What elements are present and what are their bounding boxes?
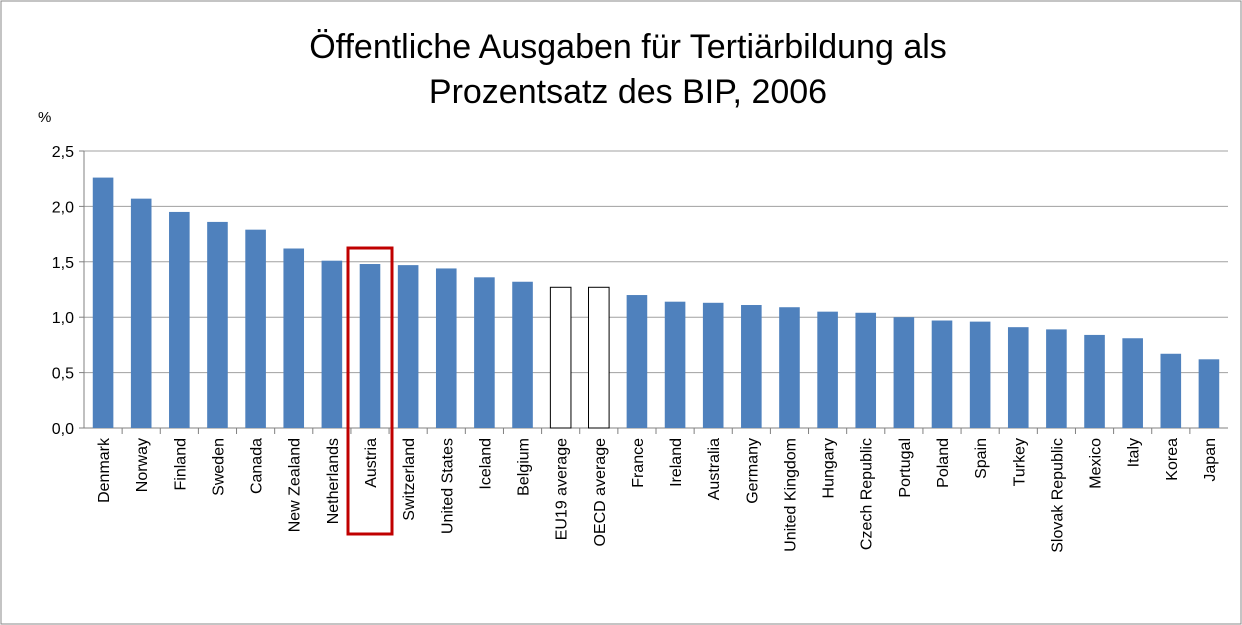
x-tick-label: Italy — [1126, 438, 1143, 467]
bar — [1046, 329, 1067, 428]
bar — [283, 248, 305, 428]
x-tick-label: Norway — [134, 438, 151, 492]
bar — [549, 286, 572, 429]
x-tick-label: France — [630, 438, 647, 488]
highlight-box — [346, 246, 394, 536]
bar — [1160, 353, 1182, 428]
bar — [893, 317, 915, 428]
x-tick-label: United Kingdom — [782, 438, 799, 552]
bar — [130, 198, 152, 428]
chart-title: Prozentsatz des BIP, 2006 — [429, 73, 827, 111]
x-tick-label: Mexico — [1088, 438, 1105, 489]
x-tick-label: Austria — [363, 438, 380, 488]
x-tick-label: Ireland — [668, 438, 685, 487]
y-tick-label: 2,5 — [52, 144, 74, 161]
bar — [626, 295, 648, 428]
bar — [741, 305, 762, 428]
y-tick-label: 2,0 — [52, 199, 74, 216]
bar — [512, 281, 533, 428]
bar — [779, 307, 800, 428]
y-tick-label: 0,5 — [52, 366, 74, 383]
bar — [817, 311, 838, 428]
bar — [397, 265, 419, 428]
bar — [588, 286, 610, 429]
y-axis-label: % — [38, 109, 51, 126]
x-tick-label: Iceland — [477, 438, 494, 490]
bar — [474, 277, 495, 428]
bar — [969, 321, 991, 428]
bar — [321, 260, 343, 428]
x-tick-label: Germany — [744, 438, 761, 504]
x-tick-label: United States — [439, 438, 456, 534]
y-tick-label: 0,0 — [52, 421, 74, 438]
bar — [245, 229, 266, 428]
bar — [207, 221, 228, 428]
x-tick-label: Korea — [1164, 438, 1181, 481]
bar — [1084, 334, 1105, 428]
bar — [1122, 338, 1143, 428]
x-tick-label: Belgium — [516, 438, 533, 496]
y-tick-label: 1,5 — [52, 255, 74, 272]
bar — [169, 211, 190, 428]
x-tick-label: Japan — [1202, 438, 1219, 482]
bar — [702, 302, 724, 428]
bar — [1198, 359, 1220, 428]
bar — [664, 301, 686, 428]
bar — [855, 312, 877, 428]
x-tick-label: Turkey — [1011, 438, 1028, 486]
x-tick-label: OECD average — [592, 438, 609, 547]
x-tick-label: Australia — [706, 438, 723, 500]
x-tick-label: New Zealand — [287, 438, 304, 532]
bar — [1007, 327, 1029, 428]
chart-title: Öffentliche Ausgaben für Tertiärbildung … — [309, 28, 947, 66]
x-tick-label: EU19 average — [554, 438, 571, 540]
x-tick-label: Portugal — [897, 438, 914, 498]
x-tick-label: Slovak Republic — [1049, 438, 1066, 553]
x-tick-label: Denmark — [96, 437, 113, 503]
bar — [359, 264, 381, 428]
x-tick-label: Spain — [973, 438, 990, 479]
x-tick-label: Czech Republic — [859, 438, 876, 550]
bar — [931, 320, 953, 428]
x-tick-label: Finland — [172, 438, 189, 490]
x-tick-label: Hungary — [821, 438, 838, 498]
y-tick-label: 1,0 — [52, 310, 74, 327]
bar — [92, 177, 114, 428]
x-tick-label: Switzerland — [401, 438, 418, 521]
x-tick-label: Canada — [249, 438, 266, 494]
x-tick-label: Netherlands — [325, 438, 342, 524]
x-tick-label: Sweden — [210, 438, 227, 496]
bar — [435, 268, 457, 428]
x-tick-label: Poland — [935, 438, 952, 488]
